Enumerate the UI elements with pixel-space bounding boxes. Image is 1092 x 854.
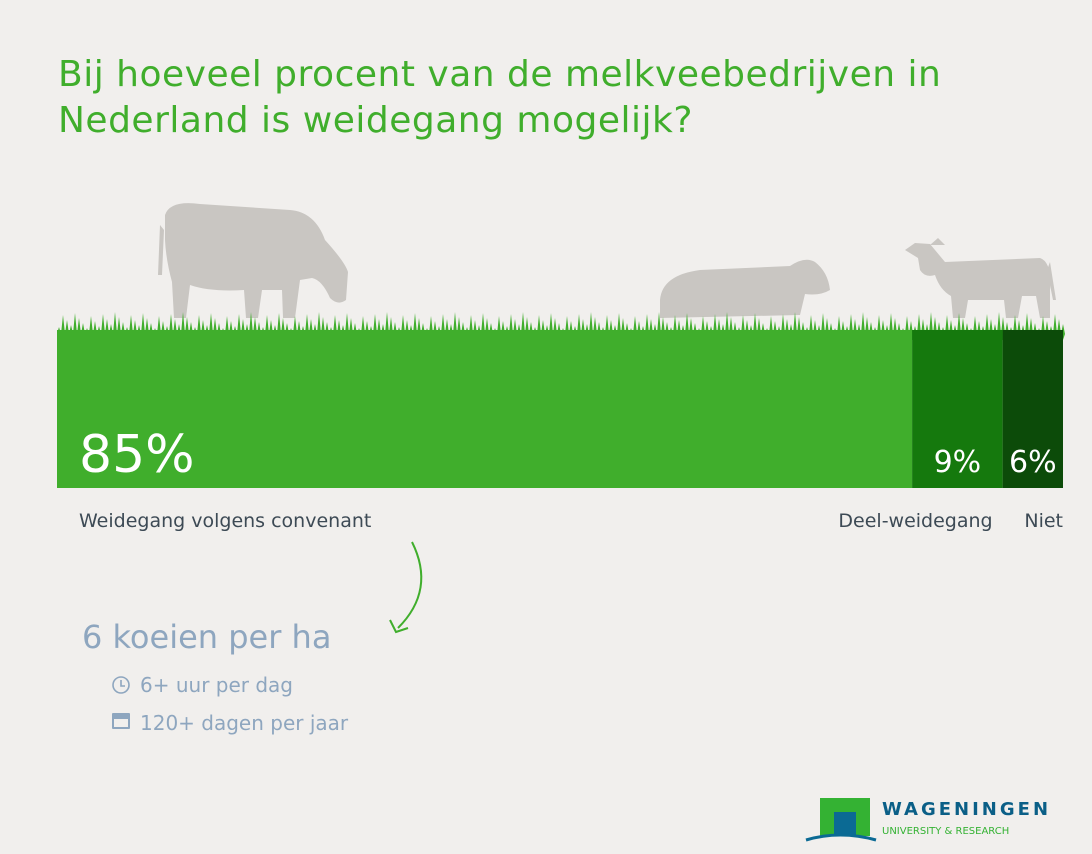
bar-group: 85% Weidegang volgens convenant 9% Deel-wei… xyxy=(57,330,1063,532)
value-label: 6% xyxy=(1009,445,1057,480)
bar-segment xyxy=(1002,330,1063,488)
arrow-head xyxy=(389,619,409,634)
logo-name: WAGENINGEN xyxy=(882,799,1051,820)
annotation-title: 6 koeien per ha xyxy=(82,618,331,656)
bar-segment xyxy=(912,330,1003,488)
annotation-item: 6+ uur per dag xyxy=(140,673,293,697)
clock-icon xyxy=(112,676,130,694)
category-label: Niet xyxy=(1024,510,1063,532)
value-label: 85% xyxy=(79,425,195,485)
category-label: Weidegang volgens convenant xyxy=(79,510,371,532)
category-label: Deel-weidegang xyxy=(838,510,992,532)
arrow xyxy=(397,541,423,629)
calendar-icon xyxy=(112,713,130,729)
bar-segment xyxy=(57,330,913,488)
logo-subtitle: UNIVERSITY & RESEARCH xyxy=(882,826,1009,837)
chart-title: Bij hoeveel procent van de melkveebedrij… xyxy=(58,54,942,141)
value-label: 9% xyxy=(934,445,982,480)
annotation-item: 120+ dagen per jaar xyxy=(140,711,349,735)
cows xyxy=(158,203,1056,318)
logo-mark xyxy=(805,798,877,842)
